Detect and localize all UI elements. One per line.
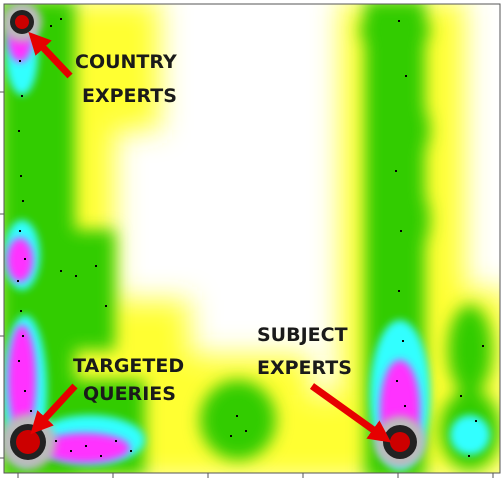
y-axis-ticks [0,91,4,459]
country-experts-label-line2: EXPERTS [82,85,177,107]
country-experts-arrow [28,31,73,79]
scatter-points [17,18,484,457]
plot-frame [3,3,501,474]
country-experts-label-line1: COUNTRY [75,51,177,73]
targeted-queries-label-line2: QUERIES [83,383,176,405]
targeted-queries-label-line1: TARGETED [73,355,184,377]
x-axis-ticks [17,473,494,478]
subject-experts-arrow [309,383,392,443]
targeted-queries-arrow [30,383,78,435]
subject-experts-label-line1: SUBJECT [257,324,348,346]
subject-experts-label-line2: EXPERTS [257,357,352,379]
